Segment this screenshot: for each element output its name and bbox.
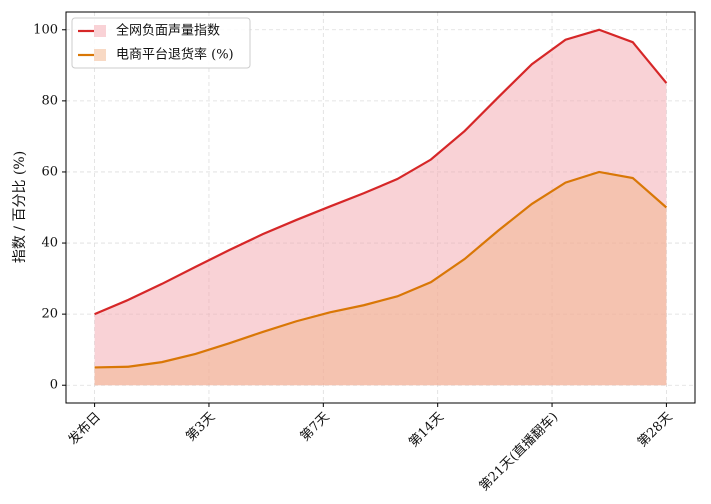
y-tick-label: 60 bbox=[41, 164, 58, 179]
plot-frame bbox=[65, 11, 696, 404]
x-tick-label: 第3天 bbox=[183, 410, 218, 445]
area bbox=[94, 171, 667, 386]
legend-label: 电商平台退货率 (%) bbox=[116, 47, 234, 63]
x-tick-label: 第7天 bbox=[298, 410, 333, 445]
legend-label: 全网负面声量指数 bbox=[116, 23, 220, 39]
line bbox=[94, 28, 668, 316]
legend-frame bbox=[71, 17, 251, 69]
x-tick-label: 第14天 bbox=[406, 410, 447, 451]
y-tick-label: 40 bbox=[41, 236, 58, 251]
legend-patch bbox=[94, 25, 106, 37]
x-tick-label: 第21天(直播翻车) bbox=[476, 409, 561, 494]
line bbox=[94, 170, 668, 369]
y-tick-label: 100 bbox=[33, 22, 58, 37]
x-tick-label: 第28天 bbox=[635, 410, 676, 451]
y-tick-label: 0 bbox=[50, 378, 58, 393]
y-axis-label: 指数 / 百分比 (%) bbox=[12, 151, 28, 263]
legend-patch bbox=[94, 49, 106, 61]
y-tick-label: 20 bbox=[41, 307, 58, 322]
y-tick-label: 80 bbox=[41, 93, 58, 108]
x-tick-label: 发布日 bbox=[65, 409, 104, 448]
